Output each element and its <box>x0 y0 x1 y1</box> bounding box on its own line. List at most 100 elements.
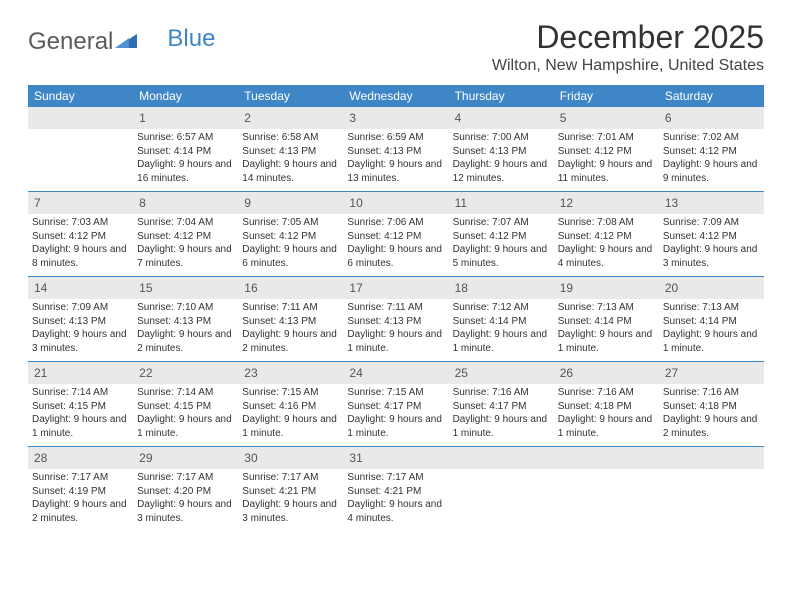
logo: General Blue <box>28 20 215 56</box>
day-number: 15 <box>139 281 152 295</box>
day-header-friday: Friday <box>554 85 659 107</box>
day-cell: 26Sunrise: 7:16 AMSunset: 4:18 PMDayligh… <box>554 362 659 446</box>
sunset-text: Sunset: 4:12 PM <box>663 145 760 159</box>
day-info: Sunrise: 7:15 AMSunset: 4:17 PMDaylight:… <box>347 386 444 440</box>
day-info: Sunrise: 7:05 AMSunset: 4:12 PMDaylight:… <box>242 216 339 270</box>
day-number-row: . <box>554 447 659 469</box>
daylight-text: Daylight: 9 hours and 13 minutes. <box>347 158 444 185</box>
week-row: .1Sunrise: 6:57 AMSunset: 4:14 PMDayligh… <box>28 107 764 192</box>
sunrise-text: Sunrise: 7:17 AM <box>347 471 444 485</box>
day-header-thursday: Thursday <box>449 85 554 107</box>
logo-text-blue: Blue <box>167 25 215 53</box>
daylight-text: Daylight: 9 hours and 1 minute. <box>32 413 129 440</box>
day-number-row: 26 <box>554 362 659 384</box>
sunrise-text: Sunrise: 7:09 AM <box>663 216 760 230</box>
sunset-text: Sunset: 4:13 PM <box>137 315 234 329</box>
daylight-text: Daylight: 9 hours and 1 minute. <box>558 413 655 440</box>
daylight-text: Daylight: 9 hours and 2 minutes. <box>242 328 339 355</box>
daylight-text: Daylight: 9 hours and 1 minute. <box>137 413 234 440</box>
sunset-text: Sunset: 4:13 PM <box>453 145 550 159</box>
day-number: 30 <box>244 451 257 465</box>
day-number: 25 <box>455 366 468 380</box>
daylight-text: Daylight: 9 hours and 5 minutes. <box>453 243 550 270</box>
day-number: 7 <box>34 196 41 210</box>
day-header-sunday: Sunday <box>28 85 133 107</box>
day-number-row: 8 <box>133 192 238 214</box>
day-cell: 12Sunrise: 7:08 AMSunset: 4:12 PMDayligh… <box>554 192 659 276</box>
day-number: 11 <box>455 196 467 210</box>
sunset-text: Sunset: 4:13 PM <box>347 315 444 329</box>
day-cell: 17Sunrise: 7:11 AMSunset: 4:13 PMDayligh… <box>343 277 448 361</box>
daylight-text: Daylight: 9 hours and 4 minutes. <box>558 243 655 270</box>
day-number-row: 6 <box>659 107 764 129</box>
day-number: 19 <box>560 281 573 295</box>
day-number: 26 <box>560 366 573 380</box>
day-number-row: 23 <box>238 362 343 384</box>
day-number-row: 2 <box>238 107 343 129</box>
logo-triangle-icon <box>115 32 137 53</box>
day-cell: 16Sunrise: 7:11 AMSunset: 4:13 PMDayligh… <box>238 277 343 361</box>
day-info: Sunrise: 7:10 AMSunset: 4:13 PMDaylight:… <box>137 301 234 355</box>
day-number-row: 10 <box>343 192 448 214</box>
day-number-row: 3 <box>343 107 448 129</box>
daylight-text: Daylight: 9 hours and 3 minutes. <box>242 498 339 525</box>
day-cell: 9Sunrise: 7:05 AMSunset: 4:12 PMDaylight… <box>238 192 343 276</box>
day-cell: 7Sunrise: 7:03 AMSunset: 4:12 PMDaylight… <box>28 192 133 276</box>
sunset-text: Sunset: 4:12 PM <box>242 230 339 244</box>
day-number: 2 <box>244 111 251 125</box>
day-info: Sunrise: 7:17 AMSunset: 4:21 PMDaylight:… <box>347 471 444 525</box>
day-cell: 20Sunrise: 7:13 AMSunset: 4:14 PMDayligh… <box>659 277 764 361</box>
day-number-row: 22 <box>133 362 238 384</box>
sunset-text: Sunset: 4:18 PM <box>558 400 655 414</box>
day-cell: 8Sunrise: 7:04 AMSunset: 4:12 PMDaylight… <box>133 192 238 276</box>
day-cell: 6Sunrise: 7:02 AMSunset: 4:12 PMDaylight… <box>659 107 764 191</box>
sunrise-text: Sunrise: 7:13 AM <box>663 301 760 315</box>
day-number-row: 20 <box>659 277 764 299</box>
day-info: Sunrise: 7:13 AMSunset: 4:14 PMDaylight:… <box>558 301 655 355</box>
sunset-text: Sunset: 4:12 PM <box>558 145 655 159</box>
sunset-text: Sunset: 4:17 PM <box>453 400 550 414</box>
sunrise-text: Sunrise: 7:06 AM <box>347 216 444 230</box>
sunrise-text: Sunrise: 7:17 AM <box>242 471 339 485</box>
sunrise-text: Sunrise: 7:17 AM <box>32 471 129 485</box>
day-cell: 28Sunrise: 7:17 AMSunset: 4:19 PMDayligh… <box>28 447 133 531</box>
sunset-text: Sunset: 4:16 PM <box>242 400 339 414</box>
day-cell: 31 Sunrise: 7:17 AMSunset: 4:21 PMDayligh… <box>343 447 448 531</box>
day-number-row: . <box>449 447 554 469</box>
sunset-text: Sunset: 4:14 PM <box>137 145 234 159</box>
day-number: 10 <box>349 196 362 210</box>
calendar-grid: SundayMondayTuesdayWednesdayThursdayFrid… <box>28 85 764 531</box>
daylight-text: Daylight: 9 hours and 6 minutes. <box>347 243 444 270</box>
day-info: Sunrise: 7:09 AMSunset: 4:13 PMDaylight:… <box>32 301 129 355</box>
day-info: Sunrise: 7:17 AMSunset: 4:21 PMDaylight:… <box>242 471 339 525</box>
day-number: 4 <box>455 111 462 125</box>
daylight-text: Daylight: 9 hours and 12 minutes. <box>453 158 550 185</box>
day-number: 18 <box>455 281 468 295</box>
day-info: Sunrise: 7:09 AMSunset: 4:12 PMDaylight:… <box>663 216 760 270</box>
day-cell: 24Sunrise: 7:15 AMSunset: 4:17 PMDayligh… <box>343 362 448 446</box>
day-cell: 2Sunrise: 6:58 AMSunset: 4:13 PMDaylight… <box>238 107 343 191</box>
day-number-row: 7 <box>28 192 133 214</box>
day-info: Sunrise: 7:11 AMSunset: 4:13 PMDaylight:… <box>242 301 339 355</box>
sunset-text: Sunset: 4:14 PM <box>663 315 760 329</box>
day-number-row: . <box>659 447 764 469</box>
sunset-text: Sunset: 4:18 PM <box>663 400 760 414</box>
daylight-text: Daylight: 9 hours and 16 minutes. <box>137 158 234 185</box>
sunset-text: Sunset: 4:12 PM <box>347 230 444 244</box>
day-cell: 14Sunrise: 7:09 AMSunset: 4:13 PMDayligh… <box>28 277 133 361</box>
sunset-text: Sunset: 4:13 PM <box>32 315 129 329</box>
sunrise-text: Sunrise: 7:05 AM <box>242 216 339 230</box>
day-cell: 15 Sunrise: 7:10 AMSunset: 4:13 PMDayligh… <box>133 277 238 361</box>
day-number-row: 15 <box>133 277 238 299</box>
daylight-text: Daylight: 9 hours and 2 minutes. <box>137 328 234 355</box>
day-number: 31 <box>349 451 362 465</box>
sunset-text: Sunset: 4:15 PM <box>137 400 234 414</box>
day-number-row: 27 <box>659 362 764 384</box>
sunset-text: Sunset: 4:17 PM <box>347 400 444 414</box>
day-number-row: 9 <box>238 192 343 214</box>
daylight-text: Daylight: 9 hours and 1 minute. <box>242 413 339 440</box>
daylight-text: Daylight: 9 hours and 6 minutes. <box>242 243 339 270</box>
day-cell: 30 Sunrise: 7:17 AMSunset: 4:21 PMDayligh… <box>238 447 343 531</box>
day-info: Sunrise: 7:17 AMSunset: 4:19 PMDaylight:… <box>32 471 129 525</box>
sunrise-text: Sunrise: 6:57 AM <box>137 131 234 145</box>
